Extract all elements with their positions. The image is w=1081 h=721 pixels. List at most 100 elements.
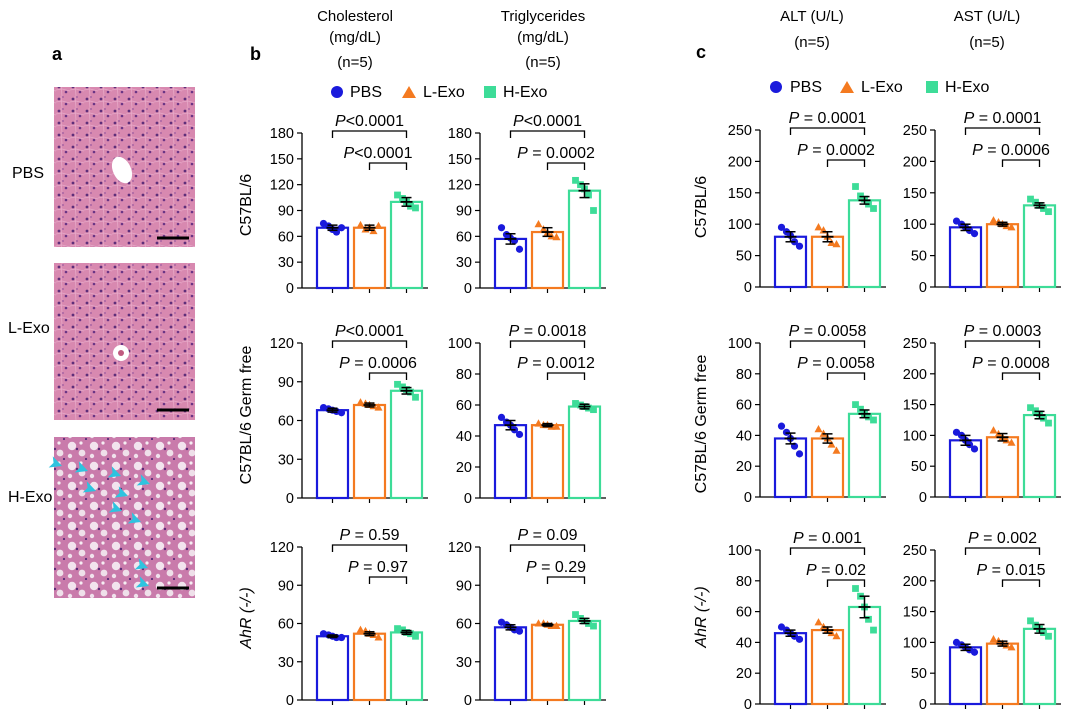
arrow-marker — [74, 461, 88, 473]
p-value-label: P = 0.0058 — [789, 323, 867, 340]
point-hexo — [394, 191, 401, 199]
legend-lexo-marker — [840, 81, 854, 93]
bar-h-exo — [389, 200, 424, 290]
point-hexo — [852, 585, 859, 592]
bar-h-exo — [567, 189, 602, 290]
significance-bracket — [368, 576, 408, 584]
y-tick-label: 180 — [270, 126, 294, 142]
header-chol-line1: Cholesterol — [317, 8, 393, 25]
point-pbs — [515, 627, 524, 635]
bar-l-exo — [985, 223, 1020, 289]
y-tick-label: 60 — [278, 414, 294, 430]
significance-bracket — [964, 547, 1041, 555]
y-tick-label: 200 — [903, 154, 927, 170]
panel-b-label: b — [250, 44, 261, 64]
header-ast-line2: (n=5) — [969, 34, 1004, 51]
bar-h-exo — [1022, 413, 1057, 499]
p-value-label: P = 0.0002 — [797, 142, 875, 159]
header-alt: ALT (U/L) (n=5) — [780, 8, 844, 51]
chart-tg-gf: 0 20 40 60 80 100 P = 0.0018 P = 0.0012 — [448, 323, 606, 507]
p-value-label: P = 0.0001 — [964, 110, 1042, 127]
y-tick-label: 30 — [278, 655, 294, 671]
legend-lexo-label: L-Exo — [861, 79, 903, 96]
point-hexo — [412, 632, 419, 640]
histology-row-label-hexo: H-Exo — [8, 489, 53, 506]
bar-l-exo — [810, 628, 845, 706]
p-value-label: P = 0.0002 — [517, 145, 595, 162]
y-tick-label: 50 — [911, 249, 927, 265]
header-tg-line2: (mg/dL) — [517, 29, 569, 46]
bar-l-exo — [530, 230, 565, 290]
y-tick-label: 200 — [728, 154, 752, 170]
row-labels-b: C57BL/6 C57BL/6 Germ free AhR (-/-) — [238, 174, 255, 650]
significance-bracket — [1001, 579, 1041, 587]
point-hexo — [572, 176, 579, 184]
significance-bracket — [546, 576, 586, 584]
point-pbs — [515, 245, 524, 253]
y-tick-label: 30 — [278, 452, 294, 468]
chart-tg-ahr: 0 30 60 90 120 P = 0.09 P = 0.29 — [448, 527, 606, 709]
arrow-marker — [134, 558, 148, 570]
y-tick-label: 100 — [728, 217, 752, 233]
row-label-b-c57: C57BL/6 — [238, 174, 255, 236]
bar-l-exo — [352, 632, 387, 702]
y-tick-label: 150 — [448, 152, 472, 168]
bar-h-exo — [847, 605, 882, 706]
histology-image-lexo — [54, 263, 195, 420]
point-lexo — [1007, 223, 1016, 231]
significance-bracket — [546, 372, 586, 380]
point-pbs — [970, 648, 979, 656]
point-hexo — [412, 204, 419, 212]
point-hexo — [407, 388, 414, 396]
y-tick-label: 90 — [278, 204, 294, 220]
point-lexo — [356, 625, 365, 633]
bar-h-exo — [567, 619, 602, 702]
y-tick-label: 40 — [736, 428, 752, 444]
point-pbs — [337, 633, 346, 642]
arrow-marker — [48, 456, 62, 468]
point-pbs — [337, 409, 346, 417]
significance-bracket — [509, 130, 586, 138]
point-pbs — [970, 230, 979, 238]
bar-pbs — [773, 437, 808, 499]
point-lexo — [832, 446, 841, 454]
row-labels-c: C57BL/6 C57BL/6 Germ free AhR (-/-) — [693, 176, 710, 649]
bar-pbs — [315, 635, 350, 702]
significance-bracket — [546, 162, 586, 170]
y-tick-label: 0 — [919, 280, 927, 296]
y-tick-label: 20 — [456, 460, 472, 476]
point-pbs — [777, 422, 786, 430]
point-lexo — [989, 426, 998, 434]
bar-l-exo — [530, 623, 565, 702]
y-tick-label: 120 — [448, 178, 472, 194]
point-hexo — [590, 406, 597, 414]
point-hexo — [590, 622, 597, 630]
p-value-label: P = 0.09 — [517, 527, 577, 544]
y-tick-label: 90 — [456, 204, 472, 220]
point-lexo — [814, 424, 823, 433]
chart-alt-c57: 0 50 100 150 200 250 P = 0.0001 P = 0.0002 — [728, 110, 886, 296]
arrow-marker — [108, 501, 122, 513]
point-hexo — [1045, 208, 1052, 216]
y-tick-label: 100 — [903, 428, 927, 444]
y-tick-label: 100 — [728, 543, 752, 559]
p-value-label: P = 0.02 — [806, 562, 866, 579]
arrow-marker — [114, 486, 128, 498]
y-tick-label: 120 — [270, 336, 294, 352]
point-hexo — [399, 195, 406, 202]
y-tick-label: 60 — [278, 229, 294, 245]
point-lexo — [832, 239, 841, 248]
point-pbs — [497, 413, 506, 421]
significance-bracket — [964, 127, 1041, 135]
p-value-label: P = 0.0006 — [339, 355, 417, 372]
bar-h-exo — [1022, 627, 1057, 706]
chart-chol-c57: 0 30 60 90 120 150 180 P<0.0001 P<0.0001 — [270, 113, 428, 297]
y-tick-label: 120 — [270, 540, 294, 556]
row-label-b-germfree: C57BL/6 Germ free — [238, 346, 255, 485]
chart-ast-gf: 0 50 100 150 200 250 P = 0.0003 P = 0.0008 — [903, 323, 1061, 506]
significance-bracket — [1001, 159, 1041, 167]
y-tick-label: 30 — [278, 255, 294, 271]
header-ast: AST (U/L) (n=5) — [954, 8, 1020, 51]
y-tick-label: 120 — [448, 540, 472, 556]
header-tg-line3: (n=5) — [525, 54, 560, 71]
